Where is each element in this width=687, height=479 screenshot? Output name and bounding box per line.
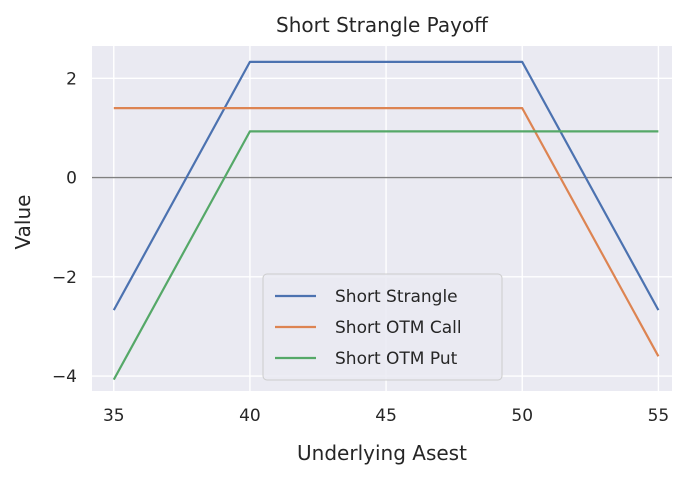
legend: Short Strangle Short OTM Call Short OTM Pu… (262, 273, 503, 381)
series-line-2 (113, 106, 660, 357)
y-tick-label: −2 (52, 268, 77, 288)
x-tick-label: 45 (375, 406, 397, 426)
x-axis-label: Underlying Asest (297, 441, 467, 465)
legend-label: Short OTM Call (335, 318, 462, 338)
y-tick-labels: 2 0 −2 −4 (52, 69, 77, 387)
y-tick-label: 2 (66, 69, 77, 89)
legend-label: Short Strangle (335, 287, 458, 307)
x-tick-label: 55 (648, 406, 670, 426)
series-group (112, 60, 660, 381)
x-tick-label: 40 (239, 406, 261, 426)
chart-title: Short Strangle Payoff (276, 13, 489, 37)
legend-box (262, 273, 503, 381)
x-tick-label: 50 (511, 406, 533, 426)
y-tick-label: 0 (66, 169, 77, 189)
series-line-3 (112, 130, 659, 381)
series-line-1 (112, 60, 660, 311)
x-tick-label: 35 (103, 406, 125, 426)
y-axis-label: Value (11, 195, 35, 250)
x-tick-labels: 35 40 45 50 55 (103, 406, 669, 426)
legend-label: Short OTM Put (335, 349, 458, 369)
y-tick-label: −4 (52, 367, 77, 387)
